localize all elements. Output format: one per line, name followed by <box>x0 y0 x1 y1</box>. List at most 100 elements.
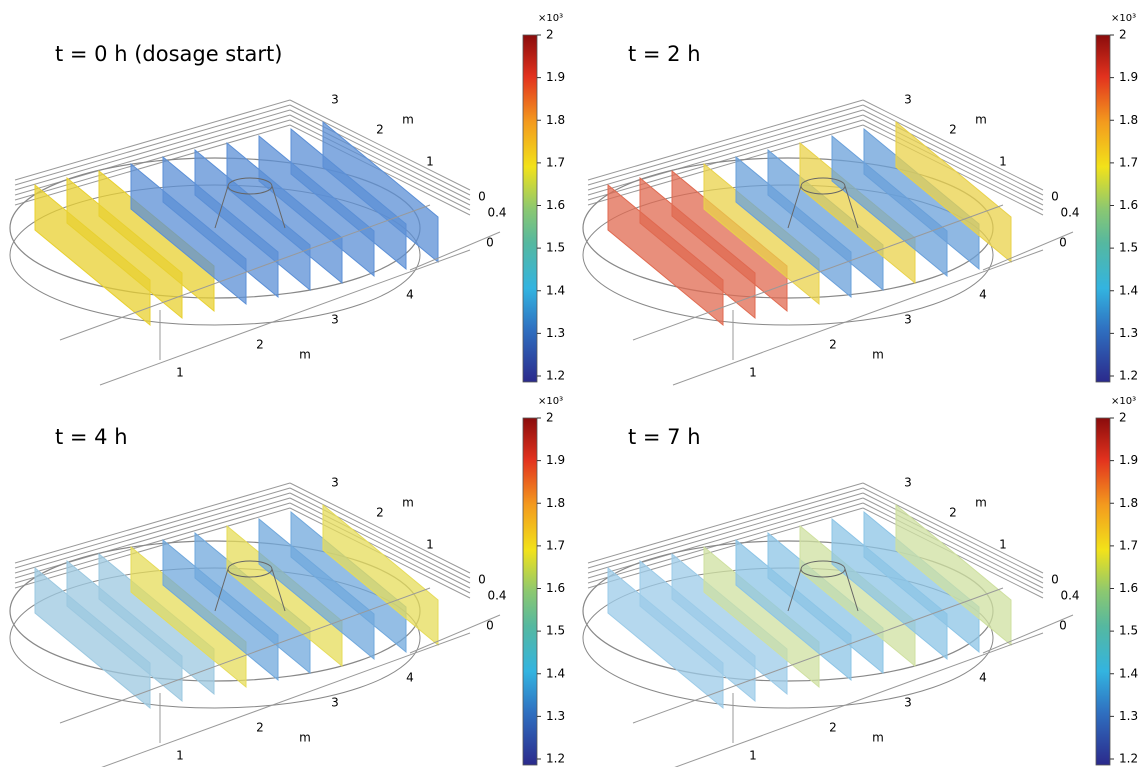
colorbar <box>1096 418 1110 765</box>
axis-label: 2 <box>376 123 384 137</box>
colorbar-tick-label: 1.5 <box>1119 624 1138 638</box>
axis-label: 0 <box>1051 573 1059 587</box>
axis-label: m <box>299 731 311 745</box>
panel-title: t = 2 h <box>628 42 701 66</box>
axis-label: 0 <box>1059 619 1067 633</box>
axis-label: 0.4 <box>487 206 506 220</box>
axis-label: m <box>975 496 987 510</box>
axis-label: 2 <box>376 506 384 520</box>
colorbar-tick-label: 1.3 <box>546 326 565 340</box>
colorbar-tick-label: 1.7 <box>1119 155 1138 169</box>
axis-label: 3 <box>331 313 339 327</box>
colorbar-tick-label: 1.6 <box>1119 581 1138 595</box>
panel: 32m100.40432m1t = 7 h×10³21.91.81.71.61.… <box>583 396 1138 767</box>
axis-label: 1 <box>176 366 184 380</box>
colorbar-tick-label: 1.4 <box>546 283 565 297</box>
axis-label: 3 <box>904 696 912 710</box>
axis-label: 3 <box>331 476 339 490</box>
panel-title: t = 7 h <box>628 425 701 449</box>
axis-label: 2 <box>256 338 264 352</box>
axis-label: m <box>872 348 884 362</box>
axis-label: 0.4 <box>1060 206 1079 220</box>
axis-label: 1 <box>999 155 1007 169</box>
axis-label: 1 <box>999 538 1007 552</box>
axis-label: 0 <box>486 236 494 250</box>
colorbar-exponent: ×10³ <box>538 396 563 407</box>
axis-label: 3 <box>331 93 339 107</box>
axis-label: m <box>872 731 884 745</box>
axis-label: 4 <box>406 288 414 302</box>
axis-label: 1 <box>749 366 757 380</box>
colorbar-tick-label: 1.7 <box>546 538 565 552</box>
colorbar-tick-label: 1.6 <box>1119 198 1138 212</box>
colorbar-tick-label: 1.3 <box>546 709 565 723</box>
colorbar-tick-label: 1.6 <box>546 581 565 595</box>
colorbar-tick-label: 1.9 <box>1119 453 1138 467</box>
colorbar-tick-label: 1.4 <box>1119 283 1138 297</box>
axis-label: 3 <box>904 313 912 327</box>
axis-label: 3 <box>904 476 912 490</box>
colorbar-tick-label: 2 <box>1119 28 1127 42</box>
axis-label: 0 <box>478 573 486 587</box>
colorbar <box>1096 35 1110 382</box>
axis-label: 0 <box>486 619 494 633</box>
colorbar-tick-label: 1.2 <box>546 752 565 766</box>
axis-label: 3 <box>904 93 912 107</box>
axis-label: 4 <box>406 671 414 685</box>
panel-title: t = 0 h (dosage start) <box>55 42 282 66</box>
axis-label: m <box>299 348 311 362</box>
colorbar-exponent: ×10³ <box>1111 396 1136 407</box>
axis-label: 0.4 <box>1060 589 1079 603</box>
colorbar-tick-label: 1.8 <box>546 113 565 127</box>
axis-label: m <box>975 113 987 127</box>
colorbar <box>523 35 537 382</box>
colorbar-tick-label: 1.4 <box>1119 666 1138 680</box>
colorbar-exponent: ×10³ <box>1111 13 1136 24</box>
axis-label: 2 <box>256 721 264 735</box>
colorbar-tick-label: 1.8 <box>1119 496 1138 510</box>
colorbar-tick-label: 1.9 <box>1119 70 1138 84</box>
figure: 32m100.40432m1t = 0 h (dosage start)×10³… <box>0 0 1147 767</box>
axis-label: 3 <box>331 696 339 710</box>
colorbar-tick-label: 1.9 <box>546 453 565 467</box>
colorbar-tick-label: 1.7 <box>546 155 565 169</box>
colorbar-tick-label: 2 <box>546 28 554 42</box>
colorbar-tick-label: 1.2 <box>546 369 565 383</box>
colorbar-exponent: ×10³ <box>538 13 563 24</box>
axis-label: 0 <box>478 190 486 204</box>
axis-label: m <box>402 496 414 510</box>
axis-label: 1 <box>749 749 757 763</box>
axis-label: 1 <box>426 538 434 552</box>
axis-label: 2 <box>949 506 957 520</box>
axis-label: 1 <box>176 749 184 763</box>
axis-label: m <box>402 113 414 127</box>
colorbar-tick-label: 1.4 <box>546 666 565 680</box>
panel: 32m100.40432m1t = 4 h×10³21.91.81.71.61.… <box>10 396 565 767</box>
colorbar <box>523 418 537 765</box>
colorbar-tick-label: 1.6 <box>546 198 565 212</box>
colorbar-tick-label: 1.3 <box>1119 326 1138 340</box>
colorbar-tick-label: 2 <box>546 411 554 425</box>
colorbar-tick-label: 1.8 <box>1119 113 1138 127</box>
axis-label: 1 <box>426 155 434 169</box>
panel-title: t = 4 h <box>55 425 128 449</box>
colorbar-tick-label: 1.8 <box>546 496 565 510</box>
colorbar-tick-label: 1.3 <box>1119 709 1138 723</box>
colorbar-tick-label: 2 <box>1119 411 1127 425</box>
colorbar-tick-label: 1.5 <box>546 241 565 255</box>
colorbar-tick-label: 1.2 <box>1119 369 1138 383</box>
colorbar-tick-label: 1.5 <box>1119 241 1138 255</box>
axis-label: 4 <box>979 288 987 302</box>
colorbar-tick-label: 1.9 <box>546 70 565 84</box>
axis-label: 0.4 <box>487 589 506 603</box>
axis-label: 2 <box>829 721 837 735</box>
axis-label: 0 <box>1051 190 1059 204</box>
axis-label: 2 <box>949 123 957 137</box>
axis-label: 2 <box>829 338 837 352</box>
axis-label: 0 <box>1059 236 1067 250</box>
axis-label: 4 <box>979 671 987 685</box>
colorbar-tick-label: 1.5 <box>546 624 565 638</box>
colorbar-tick-label: 1.2 <box>1119 752 1138 766</box>
